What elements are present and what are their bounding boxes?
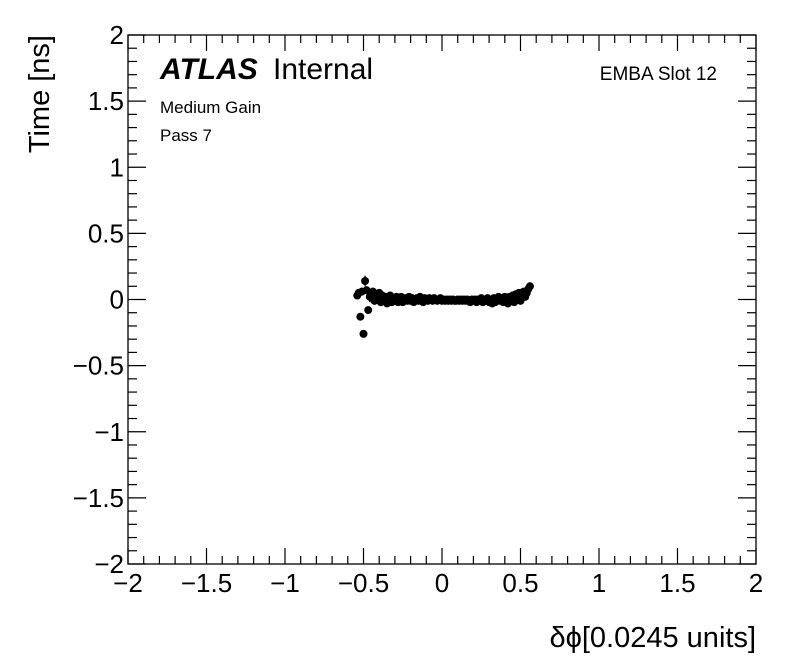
x-tick-label: −0.5 — [338, 568, 389, 598]
x-tick-label: 0.5 — [502, 568, 538, 598]
x-tick-label: −2 — [113, 568, 143, 598]
y-tick-label: 0 — [110, 285, 124, 315]
data-point — [361, 276, 370, 285]
data-point — [525, 282, 534, 291]
y-tick-label: 0.5 — [88, 218, 124, 248]
x-tick-labels: −2 −1.5 −1 −0.5 0 0.5 1 1.5 2 — [113, 568, 763, 598]
y-tick-label: −0.5 — [73, 351, 124, 381]
y-tick-labels: −2 −1.5 −1 −0.5 0 0.5 1 1.5 2 — [73, 20, 124, 579]
y-tick-label: −1.5 — [73, 483, 124, 513]
x-tick-label: 0 — [435, 568, 449, 598]
gain-label: Medium Gain — [160, 98, 261, 117]
slot-label: EMBA Slot 12 — [600, 64, 717, 85]
atlas-label: ATLAS — [159, 53, 258, 86]
x-tick-label: −1 — [270, 568, 300, 598]
y-axis-title: Time [ns] — [24, 35, 56, 153]
pass-label: Pass 7 — [160, 126, 212, 145]
axis-ticks — [127, 34, 757, 565]
x-tick-label: −1.5 — [181, 568, 232, 598]
y-tick-label: 2 — [110, 20, 124, 50]
x-axis-title: δϕ[0.0245 units] — [549, 622, 756, 654]
data-points — [353, 275, 534, 338]
data-point — [362, 286, 371, 295]
data-point — [356, 312, 365, 321]
y-tick-label: −1 — [94, 417, 124, 447]
y-tick-label: 1.5 — [88, 86, 124, 116]
data-point — [364, 306, 373, 315]
data-point — [359, 329, 368, 338]
x-tick-label: 2 — [749, 568, 763, 598]
y-tick-label: 1 — [110, 152, 124, 182]
x-tick-label: 1.5 — [659, 568, 695, 598]
x-tick-label: 1 — [592, 568, 606, 598]
y-tick-label: −2 — [94, 549, 124, 579]
internal-label: Internal — [273, 53, 373, 86]
